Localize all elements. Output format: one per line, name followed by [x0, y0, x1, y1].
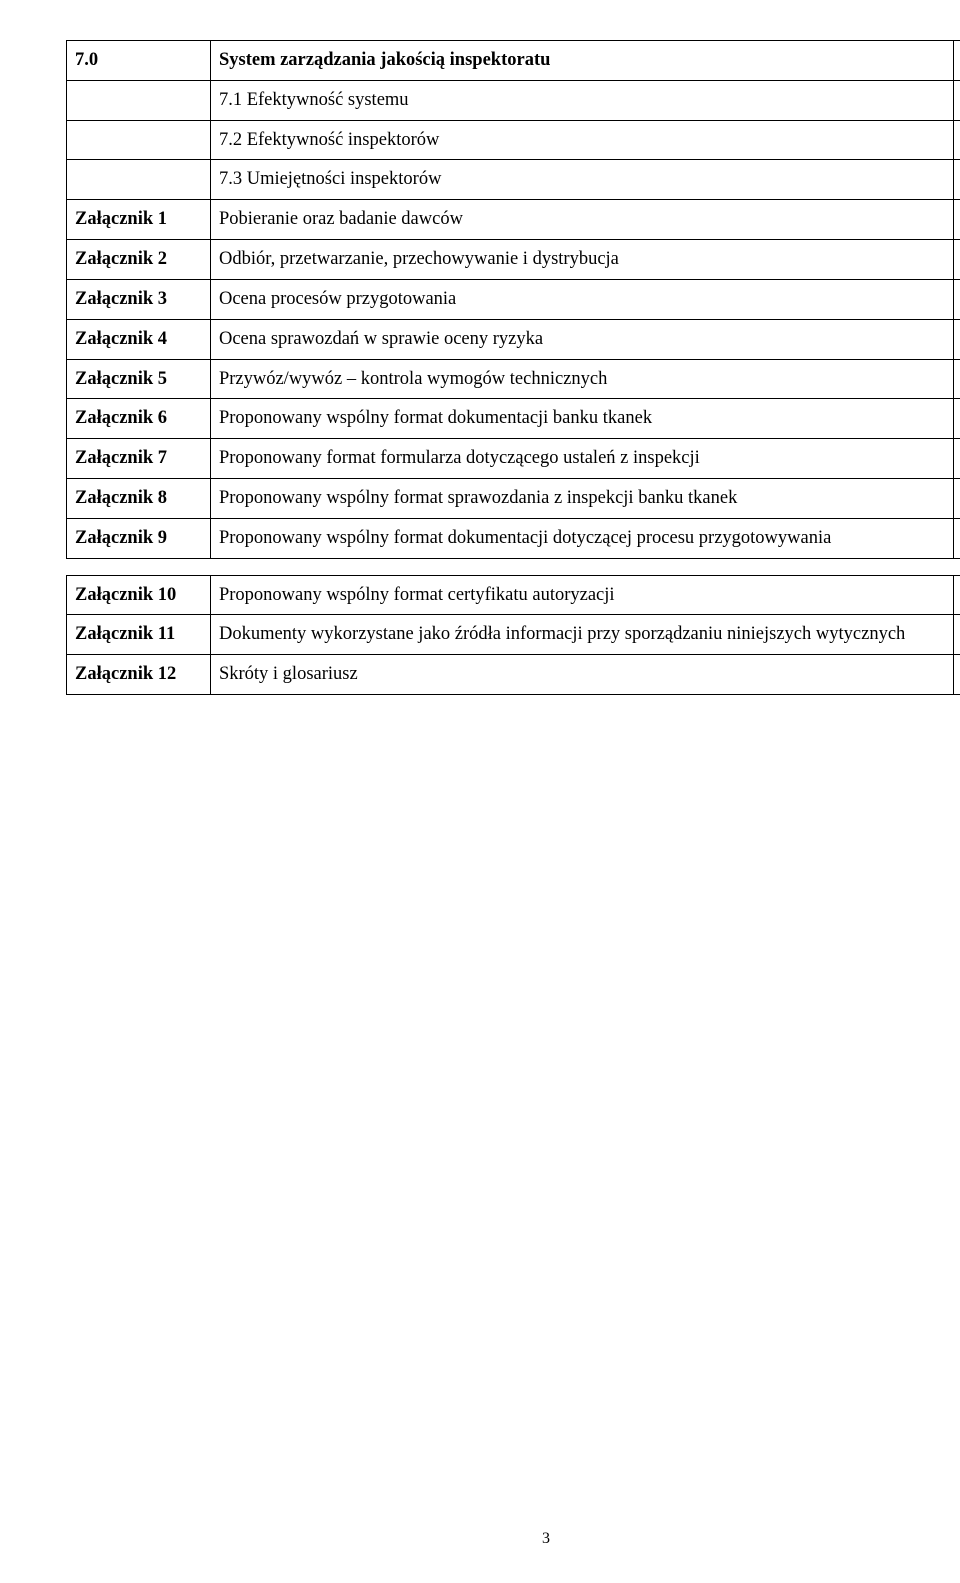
row-label: Załącznik 4	[67, 319, 211, 359]
row-text: Proponowany wspólny format sprawozdania …	[210, 478, 953, 518]
row-label: Załącznik 10	[67, 575, 211, 615]
row-blank	[954, 120, 960, 160]
row-text: Proponowany format formularza dotycząceg…	[210, 439, 953, 479]
row-text: 7.3 Umiejętności inspektorów	[210, 160, 953, 200]
table-row: 7.1 Efektywność systemu	[67, 80, 960, 120]
row-text: Odbiór, przetwarzanie, przechowywanie i …	[210, 240, 953, 280]
table-row: Załącznik 11 Dokumenty wykorzystane jako…	[67, 615, 960, 655]
row-label	[67, 80, 211, 120]
row-text: Ocena sprawozdań w sprawie oceny ryzyka	[210, 319, 953, 359]
row-label: Załącznik 3	[67, 279, 211, 319]
table-row: Załącznik 3 Ocena procesów przygotowania	[67, 279, 960, 319]
main-table-1: 7.0 System zarządzania jakością inspekto…	[66, 40, 960, 559]
row-text: System zarządzania jakością inspektoratu	[210, 41, 953, 81]
row-blank	[954, 279, 960, 319]
main-table-1-body: 7.0 System zarządzania jakością inspekto…	[67, 41, 960, 559]
row-label: Załącznik 9	[67, 518, 211, 558]
table-row: Załącznik 4 Ocena sprawozdań w sprawie o…	[67, 319, 960, 359]
row-text: Dokumenty wykorzystane jako źródła infor…	[210, 615, 953, 655]
row-label: Załącznik 6	[67, 399, 211, 439]
row-text: Proponowany wspólny format dokumentacji …	[210, 399, 953, 439]
row-blank	[954, 80, 960, 120]
row-text: Proponowany wspólny format certyfikatu a…	[210, 575, 953, 615]
row-blank	[954, 518, 960, 558]
row-text: 7.2 Efektywność inspektorów	[210, 120, 953, 160]
row-blank	[954, 399, 960, 439]
row-text: Przywóz/wywóz – kontrola wymogów technic…	[210, 359, 953, 399]
row-label: Załącznik 11	[67, 615, 211, 655]
table-row: Załącznik 2 Odbiór, przetwarzanie, przec…	[67, 240, 960, 280]
table-row: Załącznik 8 Proponowany wspólny format s…	[67, 478, 960, 518]
row-text: Pobieranie oraz badanie dawców	[210, 200, 953, 240]
row-label	[67, 120, 211, 160]
table-row: Załącznik 7 Proponowany format formularz…	[67, 439, 960, 479]
row-text: Proponowany wspólny format dokumentacji …	[210, 518, 953, 558]
row-label: 7.0	[67, 41, 211, 81]
row-blank	[954, 41, 960, 81]
row-blank	[954, 240, 960, 280]
row-label: Załącznik 1	[67, 200, 211, 240]
row-label	[67, 160, 211, 200]
row-label: Załącznik 12	[67, 655, 211, 695]
row-label: Załącznik 7	[67, 439, 211, 479]
row-text: Skróty i glosariusz	[210, 655, 953, 695]
table-row: Załącznik 9 Proponowany wspólny format d…	[67, 518, 960, 558]
table-row: Załącznik 1 Pobieranie oraz badanie dawc…	[67, 200, 960, 240]
row-blank	[954, 359, 960, 399]
row-label: Załącznik 8	[67, 478, 211, 518]
row-text: Ocena procesów przygotowania	[210, 279, 953, 319]
main-table-2-body: Załącznik 10 Proponowany wspólny format …	[67, 575, 960, 694]
table-row: 7.2 Efektywność inspektorów	[67, 120, 960, 160]
table-row: 7.3 Umiejętności inspektorów	[67, 160, 960, 200]
row-blank	[954, 319, 960, 359]
row-label: Załącznik 5	[67, 359, 211, 399]
row-blank	[954, 439, 960, 479]
row-label: Załącznik 2	[67, 240, 211, 280]
table-row: 7.0 System zarządzania jakością inspekto…	[67, 41, 960, 81]
table-row: Załącznik 6 Proponowany wspólny format d…	[67, 399, 960, 439]
table-row: Załącznik 10 Proponowany wspólny format …	[67, 575, 960, 615]
row-blank	[954, 655, 960, 695]
row-blank	[954, 478, 960, 518]
row-blank	[954, 575, 960, 615]
table-row: Załącznik 12 Skróty i glosariusz	[67, 655, 960, 695]
row-blank	[954, 200, 960, 240]
table-row: Załącznik 5 Przywóz/wywóz – kontrola wym…	[67, 359, 960, 399]
page-number: 3	[66, 1530, 960, 1548]
main-table-2: Załącznik 10 Proponowany wspólny format …	[66, 575, 960, 695]
row-blank	[954, 615, 960, 655]
row-blank	[954, 160, 960, 200]
row-text: 7.1 Efektywność systemu	[210, 80, 953, 120]
